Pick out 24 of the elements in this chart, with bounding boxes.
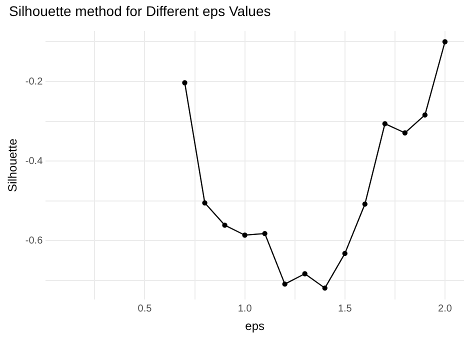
x-tick-label: 0.5 <box>138 303 152 314</box>
x-tick-label: 2.0 <box>438 303 452 314</box>
x-tick-label: 1.0 <box>238 303 252 314</box>
chart-title: Silhouette method for Different eps Values <box>9 3 271 19</box>
point <box>422 112 428 118</box>
point <box>302 271 308 276</box>
y-axis-title: Silhouette <box>6 138 20 192</box>
point <box>182 80 188 86</box>
point <box>242 232 248 238</box>
point <box>222 222 228 228</box>
y-tick-label: -0.6 <box>25 235 44 246</box>
y-tick-label: -0.2 <box>25 76 44 88</box>
point <box>282 281 288 287</box>
x-tick-label: 1.5 <box>338 303 352 314</box>
point <box>322 285 328 291</box>
y-tick-label: -0.4 <box>25 156 44 167</box>
point <box>202 200 208 206</box>
point <box>402 130 408 136</box>
point <box>342 250 348 256</box>
point <box>362 202 368 207</box>
point <box>442 39 448 44</box>
point <box>382 121 388 126</box>
point <box>262 230 268 236</box>
x-axis-title: eps <box>245 319 264 334</box>
